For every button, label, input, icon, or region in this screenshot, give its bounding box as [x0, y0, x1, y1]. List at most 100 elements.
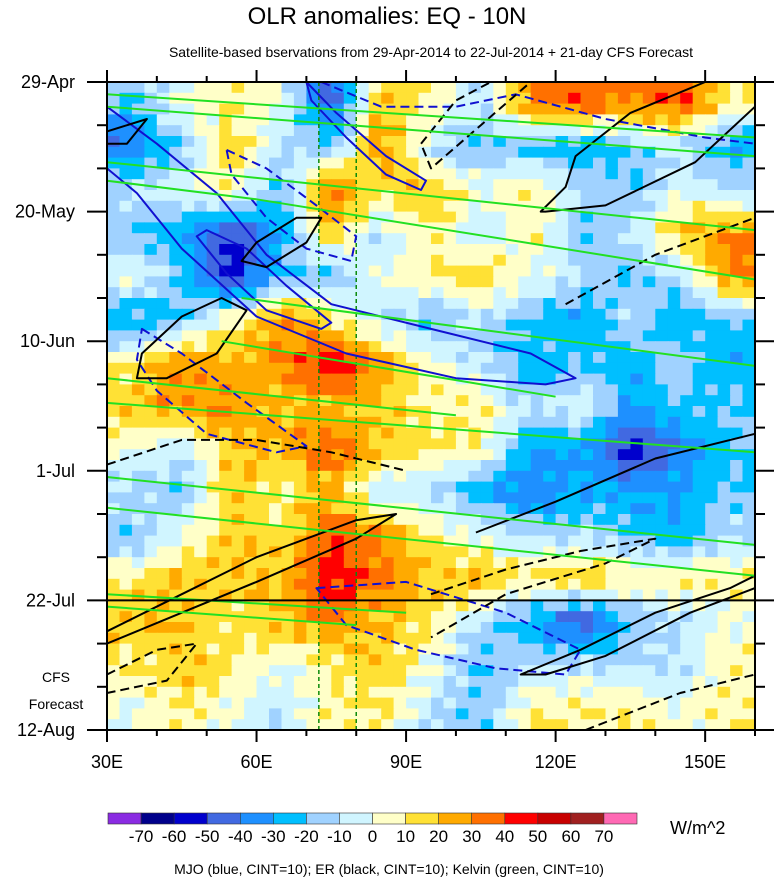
heatmap-cell [144, 200, 158, 213]
heatmap-cell [418, 319, 432, 331]
heatmap-cell [730, 200, 744, 213]
heatmap-cell [518, 503, 532, 515]
heatmap-cell [219, 157, 233, 169]
heatmap-cell [381, 103, 395, 115]
heatmap-cell [518, 222, 532, 234]
heatmap-cell [667, 470, 681, 483]
heatmap-cell [493, 697, 507, 709]
heatmap-cell [642, 611, 656, 623]
heatmap-cell [692, 190, 706, 202]
heatmap-cell [231, 352, 245, 364]
heatmap-cell [480, 82, 494, 94]
heatmap-cell [680, 82, 694, 94]
heatmap-cell [406, 632, 420, 645]
heatmap-cell [156, 557, 170, 569]
heatmap-cell [406, 611, 420, 623]
heatmap-cell [655, 438, 669, 450]
heatmap-cell [418, 470, 432, 483]
heatmap-cell [156, 719, 170, 731]
heatmap-cell [406, 190, 420, 202]
heatmap-cell [505, 470, 519, 483]
heatmap-cell [443, 254, 457, 267]
heatmap-cell [630, 92, 644, 105]
heatmap-cell [580, 276, 594, 288]
heatmap-cell [530, 265, 544, 277]
heatmap-cell [393, 362, 407, 375]
heatmap-cell [368, 611, 382, 623]
heatmap-cell [568, 481, 582, 493]
heatmap-cell [593, 384, 607, 396]
heatmap-cell [269, 427, 283, 439]
heatmap-cell [555, 449, 569, 461]
heatmap-cell [256, 190, 270, 202]
heatmap-cell [281, 578, 295, 591]
heatmap-cell [705, 352, 719, 364]
heatmap-cell [343, 568, 357, 580]
heatmap-cell [244, 222, 258, 234]
heatmap-cell [717, 600, 731, 612]
heatmap-cell [293, 319, 307, 331]
heatmap-cell [530, 341, 544, 353]
heatmap-cell [381, 535, 395, 547]
heatmap-cell [468, 92, 482, 105]
heatmap-cell [717, 92, 731, 105]
heatmap-cell [505, 341, 519, 353]
heatmap-cell [530, 427, 544, 439]
heatmap-cell [244, 211, 258, 223]
heatmap-cell [431, 719, 445, 731]
heatmap-cell [468, 233, 482, 245]
heatmap-cell [231, 341, 245, 353]
heatmap-cell [181, 416, 195, 429]
chart-title: OLR anomalies: EQ - 10N [248, 3, 527, 30]
heatmap-cell [256, 578, 270, 591]
heatmap-cell [144, 589, 158, 601]
heatmap-cell [630, 449, 644, 461]
heatmap-cell [219, 114, 233, 126]
heatmap-cell [480, 481, 494, 493]
heatmap-cell [219, 622, 233, 634]
heatmap-cell [642, 708, 656, 720]
heatmap-cell [493, 352, 507, 364]
heatmap-cell [543, 254, 557, 267]
heatmap-cell [169, 568, 183, 580]
heatmap-cell [306, 481, 320, 493]
heatmap-cell [169, 535, 183, 547]
heatmap-cell [393, 373, 407, 385]
heatmap-cell [555, 611, 569, 623]
heatmap-cell [680, 503, 694, 515]
heatmap-cell [730, 503, 744, 515]
heatmap-cell [705, 481, 719, 493]
heatmap-cell [131, 244, 145, 256]
heatmap-cell [318, 190, 332, 202]
heatmap-cell [343, 460, 357, 472]
heatmap-cell [518, 524, 532, 537]
heatmap-cell [169, 384, 183, 396]
heatmap-cell [281, 330, 295, 342]
heatmap-cell [156, 298, 170, 310]
heatmap-cell [580, 578, 594, 591]
heatmap-cell [568, 222, 582, 234]
heatmap-cell [580, 114, 594, 126]
heatmap-cell [468, 632, 482, 645]
heatmap-cell [368, 330, 382, 342]
heatmap-cell [244, 157, 258, 169]
heatmap-cell [655, 373, 669, 385]
heatmap-cell [655, 200, 669, 213]
heatmap-cell [131, 568, 145, 580]
heatmap-cell [705, 330, 719, 342]
heatmap-cell [131, 136, 145, 148]
heatmap-cell [530, 82, 544, 94]
heatmap-cell [655, 481, 669, 493]
heatmap-cell [144, 460, 158, 472]
heatmap-cell [555, 503, 569, 515]
heatmap-cell [194, 157, 208, 169]
heatmap-cell [343, 719, 357, 731]
heatmap-cell [692, 373, 706, 385]
heatmap-cell [306, 557, 320, 569]
heatmap-cell [418, 254, 432, 267]
heatmap-cell [244, 330, 258, 342]
heatmap-cell [293, 298, 307, 310]
heatmap-cell [318, 438, 332, 450]
heatmap-cell [156, 276, 170, 288]
heatmap-cell [730, 103, 744, 115]
